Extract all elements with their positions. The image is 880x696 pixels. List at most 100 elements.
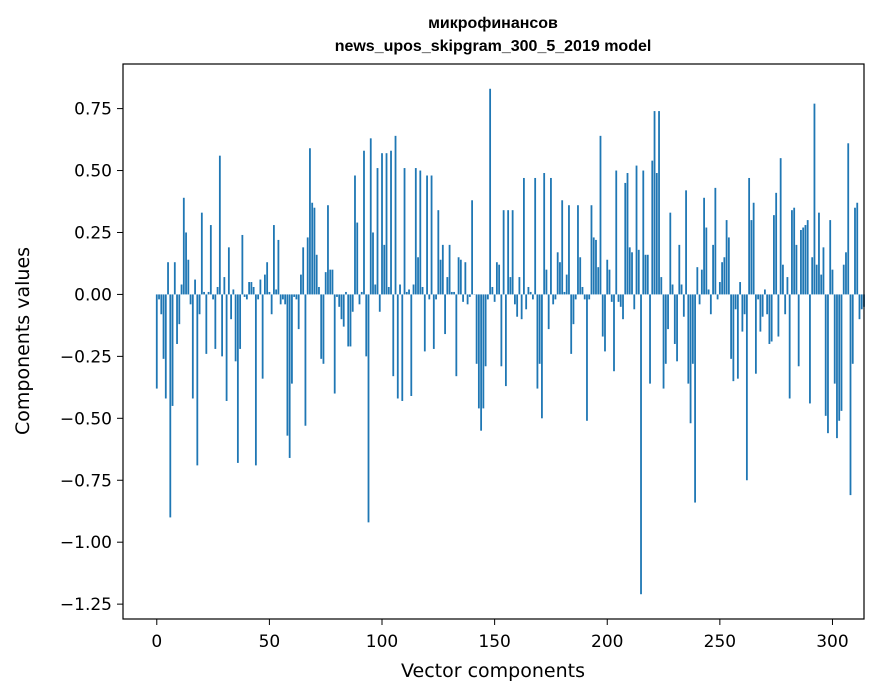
bar-290 xyxy=(809,294,811,404)
bar-130 xyxy=(448,244,451,295)
bar-159 xyxy=(514,294,516,305)
bar-109 xyxy=(401,294,404,401)
bar-37 xyxy=(239,294,242,349)
bar-29 xyxy=(221,294,223,357)
bar-163 xyxy=(523,177,525,295)
bar-209 xyxy=(626,173,629,295)
bar-136 xyxy=(462,294,464,302)
bar-240 xyxy=(696,267,699,295)
bar-196 xyxy=(597,267,600,295)
bar-127 xyxy=(441,244,444,295)
bar-111 xyxy=(405,291,408,295)
bar-84 xyxy=(345,291,347,295)
bar-249 xyxy=(716,294,719,300)
bar-287 xyxy=(802,227,805,295)
bar-176 xyxy=(552,294,555,305)
bar-85 xyxy=(347,294,350,347)
bar-38 xyxy=(241,234,244,295)
bar-48 xyxy=(263,274,266,295)
bar-239 xyxy=(694,294,696,503)
y-axis: 0.75 0.50 0.25 0.00 −0.25 −0.50 −0.75 −1.00 −1.2… xyxy=(60,100,123,615)
bar-188 xyxy=(579,257,582,295)
bar-165 xyxy=(527,286,530,295)
y-tick-label: −1.00 xyxy=(60,533,112,553)
bar-17 xyxy=(194,279,196,295)
bar-278 xyxy=(782,264,784,295)
bar-302 xyxy=(836,294,838,439)
bar-154 xyxy=(502,210,505,295)
bar-99 xyxy=(378,294,381,312)
bar-199 xyxy=(604,294,606,352)
bar-157 xyxy=(509,277,512,295)
bar-105 xyxy=(392,294,395,377)
x-tick-label: 200 xyxy=(591,632,623,652)
bar-187 xyxy=(577,205,579,295)
x-tick-label: 150 xyxy=(478,632,510,652)
chart-title: микрофинансов xyxy=(428,15,558,32)
bar-210 xyxy=(628,247,631,295)
bar-67 xyxy=(306,237,309,295)
bar-101 xyxy=(383,244,386,295)
bar-169 xyxy=(536,294,539,389)
bar-206 xyxy=(619,294,622,307)
bar-75 xyxy=(324,272,327,295)
bar-94 xyxy=(367,294,370,523)
plot-frame xyxy=(122,63,865,620)
bar-82 xyxy=(340,294,343,320)
bar-271 xyxy=(766,294,769,315)
bar-132 xyxy=(453,291,455,295)
bar-47 xyxy=(261,294,264,379)
bar-197 xyxy=(599,135,602,295)
bar-274 xyxy=(773,215,775,295)
bar-76 xyxy=(327,205,329,295)
y-tick-label: −0.25 xyxy=(60,347,112,367)
bar-15 xyxy=(189,294,192,305)
bar-276 xyxy=(777,294,780,337)
bar-86 xyxy=(349,294,352,347)
bar-10 xyxy=(178,294,181,325)
bar-213 xyxy=(635,165,638,295)
x-tick-label: 300 xyxy=(816,632,848,652)
bar-147 xyxy=(486,294,489,300)
bar-143 xyxy=(477,294,480,409)
bar-83 xyxy=(342,294,345,327)
bar-68 xyxy=(309,148,311,295)
bar-45 xyxy=(257,294,260,300)
bar-20 xyxy=(200,212,203,295)
bar-211 xyxy=(631,252,633,295)
bar-226 xyxy=(664,294,667,364)
bar-292 xyxy=(813,103,816,295)
bar-275 xyxy=(775,192,778,295)
bar-233 xyxy=(680,284,683,295)
bar-261 xyxy=(743,294,746,315)
bar-172 xyxy=(543,173,546,295)
bar-54 xyxy=(277,239,280,295)
bar-289 xyxy=(806,220,809,295)
bar-313 xyxy=(860,294,863,310)
y-tick-label: −0.50 xyxy=(60,409,112,429)
bar-152 xyxy=(498,264,501,295)
bar-268 xyxy=(759,294,762,332)
bar-134 xyxy=(457,257,460,295)
bar-92 xyxy=(363,150,365,295)
bar-304 xyxy=(840,294,843,411)
bar-243 xyxy=(703,197,705,295)
bar-237 xyxy=(689,294,692,424)
x-axis: 0 50 100 150 200 250 300 xyxy=(151,619,849,652)
bar-311 xyxy=(856,202,859,295)
bar-232 xyxy=(678,244,681,295)
bar-285 xyxy=(797,294,800,367)
bar-107 xyxy=(396,294,399,399)
bar-126 xyxy=(439,259,442,295)
bar-56 xyxy=(282,294,284,300)
bar-33 xyxy=(230,294,233,320)
bar-245 xyxy=(707,289,710,295)
bar-183 xyxy=(568,205,570,295)
bar-203 xyxy=(613,294,615,372)
bar-58 xyxy=(286,294,289,436)
bar-55 xyxy=(279,294,282,305)
bar-270 xyxy=(764,289,766,295)
bar-174 xyxy=(547,294,550,330)
